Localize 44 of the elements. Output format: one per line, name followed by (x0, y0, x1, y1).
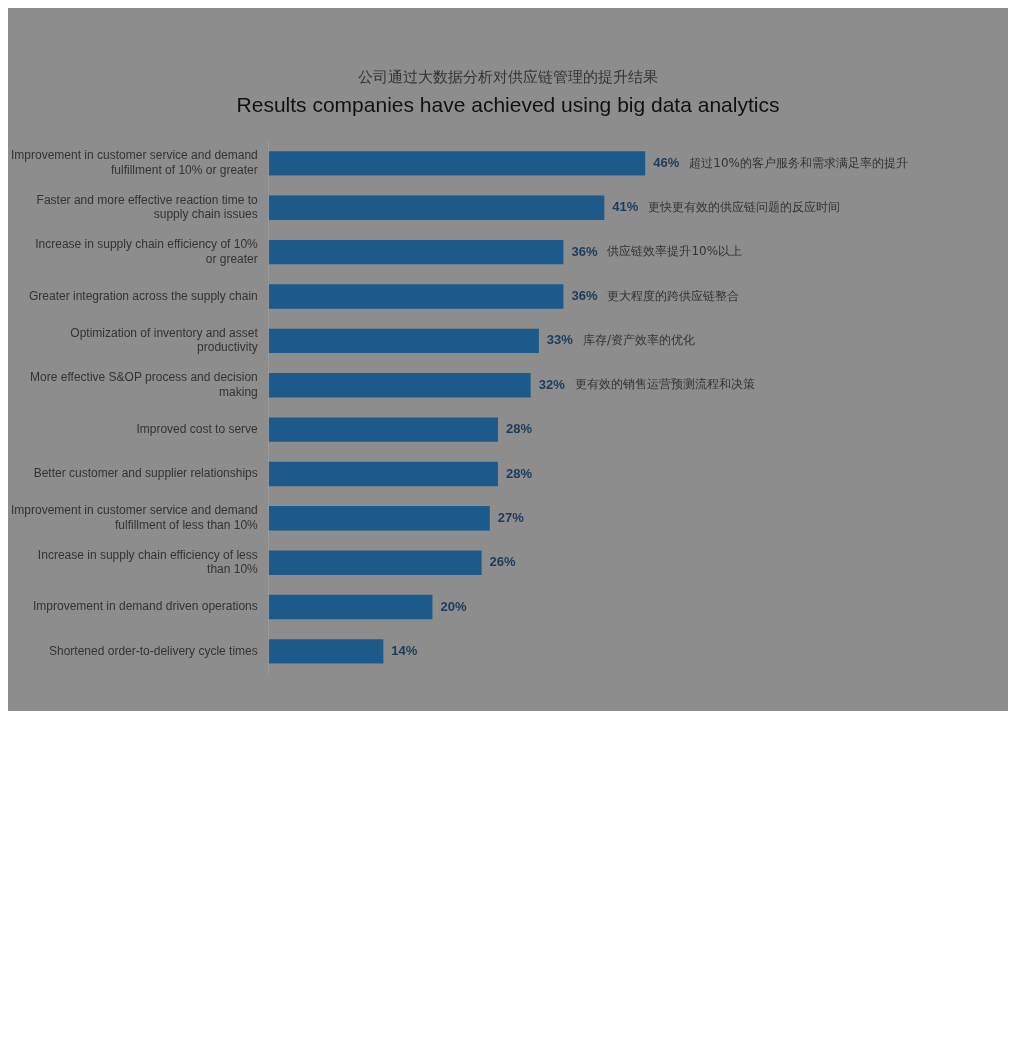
annotation: 供应链效率提升10%以上 (607, 244, 743, 259)
data-label: 32% (538, 376, 566, 392)
y-tick-label: Improved cost to serve (136, 421, 259, 436)
y-tick-label: Faster and more effective reaction time to supply chain issues (36, 192, 259, 222)
annotation: 更大程度的跨供应链整合 (607, 288, 740, 303)
chart-title: Results companies have achieved using big data analytics (235, 93, 781, 117)
y-tick-label: Improvement in demand driven operations (32, 599, 258, 614)
y-tick-label: Increase in supply chain efficiency of 10% or greater (35, 237, 259, 266)
y-tick-label: Shortened order-to-delivery cycle times (49, 643, 258, 658)
y-tick-label: More effective S&OP process and decision making (30, 370, 258, 399)
y-tick-label: Increase in supply chain efficiency of less than 10% (37, 547, 259, 577)
y-tick-label: Improvement in customer service and demand fulfillment of less than 10% (11, 503, 259, 532)
bar (268, 594, 433, 620)
annotation: 库存/资产效率的优化 (582, 332, 695, 347)
chart-subtitle: 公司通过大数据分析对供应链管理的提升结果 (357, 68, 659, 87)
data-label: 26% (489, 554, 517, 570)
y-tick-label: Better customer and supplier relationships (33, 466, 258, 481)
text: 更快更有效的供应链问题的反应时间 (648, 199, 841, 214)
data-label: 27% (497, 509, 525, 525)
annotation: 更有效的销售运营预测流程和决策 (574, 377, 755, 392)
bar (268, 373, 531, 398)
bar (268, 461, 498, 487)
bar (268, 239, 564, 265)
bar (268, 151, 646, 176)
data-label: 28% (505, 421, 533, 437)
data-label: 20% (440, 598, 467, 614)
bar (268, 284, 564, 309)
bar (268, 417, 498, 442)
bar (268, 506, 490, 531)
data-label: 36% (571, 288, 598, 304)
bar (268, 328, 539, 354)
bar (268, 195, 605, 220)
bar (268, 639, 384, 664)
data-label: 46% (653, 154, 680, 170)
y-tick-label: Improvement in customer service and demand fulfillment of 10% or greater (11, 148, 258, 177)
y-tick-label: Optimization of inventory and asset productivity (70, 325, 259, 355)
bar (268, 550, 482, 575)
data-label: 33% (546, 332, 574, 348)
data-label: 28% (505, 465, 533, 481)
data-label: 36% (571, 243, 598, 259)
text: 超过10%的客户服务和需求满足率的提升 (689, 155, 908, 170)
data-label: 41% (612, 199, 639, 215)
data-label: 14% (391, 642, 418, 658)
y-tick-label: Greater integration across the supply chain (28, 288, 258, 303)
